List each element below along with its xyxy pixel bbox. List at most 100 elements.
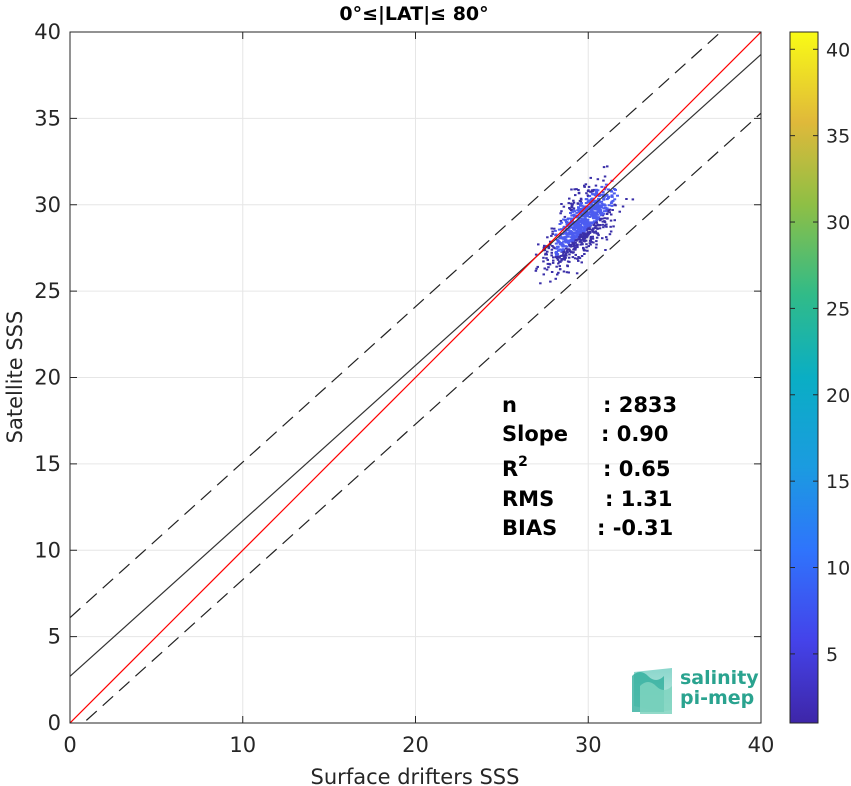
density-cell xyxy=(557,228,561,231)
density-cell xyxy=(573,188,576,191)
density-cell xyxy=(599,224,602,227)
density-cell xyxy=(577,256,580,258)
density-cell xyxy=(583,227,587,230)
density-cell xyxy=(602,210,606,213)
density-cell xyxy=(565,254,568,257)
density-cell xyxy=(601,193,604,196)
density-cell xyxy=(567,241,571,244)
density-cell xyxy=(583,236,587,239)
density-cell xyxy=(579,204,583,207)
density-cell xyxy=(549,240,552,243)
density-cell xyxy=(565,252,568,255)
density-cell xyxy=(585,218,589,221)
density-cell xyxy=(558,248,562,251)
density-cell xyxy=(596,232,599,235)
density-cell xyxy=(576,246,579,249)
density-cell xyxy=(592,230,595,233)
density-cell xyxy=(550,234,553,237)
density-cell xyxy=(606,188,610,191)
density-cell xyxy=(594,246,598,249)
density-cell xyxy=(593,207,597,210)
density-cell xyxy=(579,224,582,226)
density-cell xyxy=(574,231,578,234)
density-cell xyxy=(554,242,558,245)
density-cell xyxy=(590,213,594,216)
density-cell xyxy=(562,240,566,243)
density-cell xyxy=(586,214,590,217)
density-cell xyxy=(595,206,599,209)
y-tick-label: 15 xyxy=(34,452,61,476)
density-cell xyxy=(572,245,575,248)
density-cell xyxy=(546,258,549,261)
density-cell xyxy=(578,220,582,223)
density-cell xyxy=(585,243,588,246)
density-cell xyxy=(586,224,590,227)
y-tick-label: 10 xyxy=(34,538,61,562)
density-cell xyxy=(574,222,578,225)
density-cell xyxy=(583,184,586,187)
density-cell xyxy=(549,280,552,283)
density-cell xyxy=(601,220,605,223)
density-cell xyxy=(601,204,605,207)
density-cell xyxy=(607,195,611,198)
density-cell xyxy=(586,201,590,204)
density-cell xyxy=(557,262,560,265)
density-cell xyxy=(589,176,592,179)
density-cell xyxy=(594,230,598,233)
density-cell xyxy=(596,218,600,221)
density-cell xyxy=(582,211,586,214)
density-cell xyxy=(542,256,545,259)
lower-bound-line xyxy=(82,112,761,723)
density-cell xyxy=(575,235,579,237)
density-cell xyxy=(576,233,580,235)
density-cell xyxy=(565,233,569,236)
density-cell xyxy=(566,260,570,263)
density-cell xyxy=(605,225,608,228)
density-cell xyxy=(587,185,591,188)
density-cell xyxy=(566,232,570,235)
stat-r2-value: : 0.65 xyxy=(603,457,671,481)
density-cell xyxy=(605,238,609,241)
density-cell xyxy=(591,222,594,225)
y-tick-label: 40 xyxy=(34,20,61,44)
density-cell xyxy=(565,271,569,274)
density-cell xyxy=(588,211,592,214)
density-cell xyxy=(576,209,580,212)
density-cell xyxy=(554,251,558,254)
density-cell xyxy=(589,239,592,241)
density-cell xyxy=(604,194,608,197)
density-cell xyxy=(589,202,593,205)
wave-logo-icon xyxy=(632,668,672,714)
density-cell xyxy=(579,236,583,238)
density-cell xyxy=(588,195,592,197)
density-cell xyxy=(599,212,602,215)
density-cell xyxy=(550,254,553,257)
density-cell xyxy=(539,282,542,285)
density-cell xyxy=(559,228,563,231)
density-cell xyxy=(551,245,554,247)
colorbar-tick-label: 15 xyxy=(826,471,850,493)
density-cell xyxy=(558,236,562,239)
density-cell xyxy=(596,178,600,181)
density-cell xyxy=(560,258,563,261)
density-cell xyxy=(568,250,572,253)
density-cell xyxy=(563,218,567,221)
density-cell xyxy=(576,224,580,227)
density-cell xyxy=(587,205,591,208)
density-cell xyxy=(603,188,607,191)
density-cell xyxy=(565,250,569,253)
colorbar-tick-label: 20 xyxy=(826,385,850,407)
density-cell xyxy=(575,211,579,214)
density-cell xyxy=(605,213,609,215)
x-tick-label: 20 xyxy=(402,733,429,757)
density-cell xyxy=(594,188,598,191)
density-cell xyxy=(572,237,576,240)
density-cell xyxy=(578,199,582,202)
density-cell xyxy=(568,248,571,251)
density-cell xyxy=(570,237,574,240)
density-cell xyxy=(575,272,579,275)
density-cell xyxy=(571,251,575,254)
density-cell xyxy=(552,256,555,259)
density-cell xyxy=(579,221,583,224)
density-cell xyxy=(582,247,585,250)
